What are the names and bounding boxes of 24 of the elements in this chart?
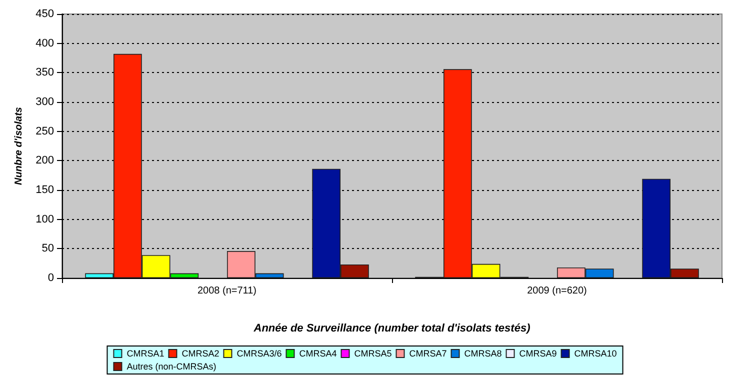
x-tick-label: 2008 (n=711) — [197, 286, 257, 296]
x-tick-label: 2009 (n=620) — [527, 286, 587, 296]
x-axis-title: Année de Surveillance (number total d'isolats testés) — [252, 322, 531, 334]
y-tick-label: 0 — [48, 272, 54, 284]
legend-label: CMRSA8 — [464, 348, 502, 358]
y-tick-label: 200 — [36, 154, 54, 167]
legend-label: CMRSA7 — [409, 348, 447, 358]
legend-label: Autres (non-CMRSAs) — [126, 362, 216, 372]
legend-label: CMRSA1 — [126, 348, 164, 358]
y-tick-label: 300 — [36, 96, 54, 108]
y-tick-label: 400 — [36, 37, 54, 50]
y-tick-label: 350 — [36, 66, 54, 79]
legend-label: CMRSA3/6 — [236, 348, 282, 358]
y-axis-title: Nunbre d'isolats — [14, 106, 24, 185]
legend-label: CMRSA4 — [299, 348, 337, 358]
legend-label: CMRSA9 — [519, 348, 557, 358]
y-tick-label: 100 — [36, 213, 54, 226]
legend-label: CMRSA10 — [574, 348, 617, 358]
y-tick-label: 50 — [42, 242, 54, 255]
legend-label: CMRSA2 — [182, 348, 220, 358]
legend-label: CMRSA5 — [354, 348, 392, 358]
y-tick-label: 150 — [36, 184, 54, 196]
y-tick-label: 450 — [36, 8, 54, 20]
y-tick-label: 250 — [36, 125, 54, 138]
